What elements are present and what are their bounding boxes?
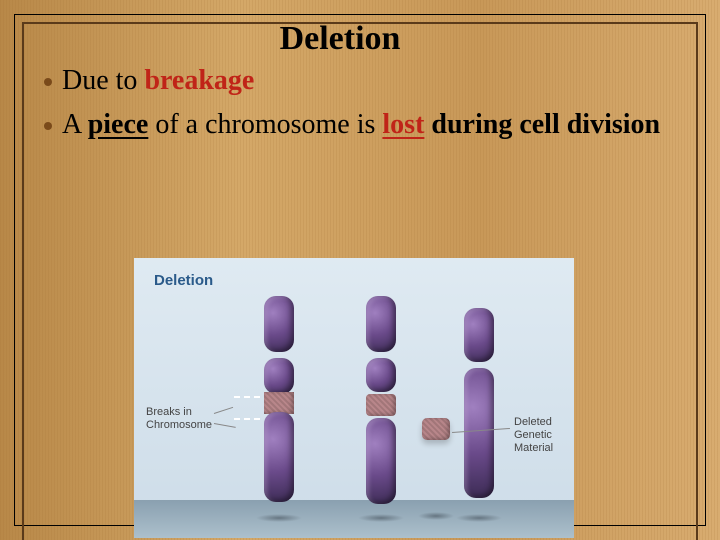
break-dash-bottom [234, 418, 260, 420]
shadow [358, 514, 404, 522]
slide-content: Deletion Due to breakage A piece of a ch… [26, 24, 694, 538]
bullet-1-highlight: breakage [144, 65, 254, 96]
label-del-l3: Material [514, 442, 553, 454]
break-dash-top [234, 396, 260, 398]
shadow [456, 514, 502, 522]
bullet-2: A piece of a chromosome is lost during c… [44, 106, 676, 144]
label-del-l1: Deleted [514, 416, 552, 428]
bullet-list: Due to breakage A piece of a chromosome … [44, 62, 676, 144]
chromosome-2 [366, 296, 396, 504]
bullet-dot-icon [44, 78, 52, 86]
figure-floor [134, 500, 574, 538]
b2-p4: during cell division [424, 109, 660, 140]
label-breaks-l1: Breaks in [146, 406, 192, 418]
shadow [256, 514, 302, 522]
bullet-2-text: A piece of a chromosome is lost during c… [62, 106, 660, 144]
chromosome-3 [464, 308, 494, 498]
label-breaks-l2: Chromosome [146, 419, 212, 431]
label-deleted: Deleted Genetic Material [514, 416, 553, 456]
deletion-figure: Deletion Breaks in Chromosome [134, 258, 574, 538]
bullet-1-pre: Due to [62, 65, 144, 96]
label-breaks: Breaks in Chromosome [146, 406, 212, 432]
deleted-material [422, 418, 450, 440]
slide-title: Deletion [4, 20, 676, 58]
figure-title: Deletion [154, 272, 213, 289]
shadow [418, 512, 454, 520]
bullet-1: Due to breakage [44, 62, 676, 100]
label-del-l2: Genetic [514, 429, 552, 441]
leader-line [214, 407, 233, 414]
b2-piece: piece [88, 109, 149, 140]
b2-p0: A [62, 109, 88, 140]
b2-p2: of a chromosome is [148, 109, 382, 140]
leader-line [214, 423, 236, 428]
chromosome-1 [264, 296, 294, 502]
b2-lost: lost [382, 109, 424, 140]
bullet-1-text: Due to breakage [62, 62, 254, 100]
bullet-dot-icon [44, 122, 52, 130]
